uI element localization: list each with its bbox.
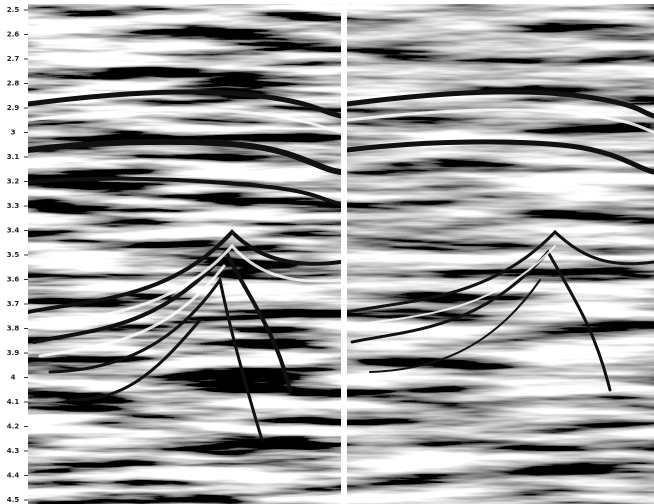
y-tick-label: 3.3 xyxy=(7,202,20,210)
y-tick-label: 4 xyxy=(11,374,16,382)
y-tick-label: 2.5 xyxy=(7,6,20,14)
y-tick-label: 3.8 xyxy=(7,325,20,333)
y-tick-label: 2.8 xyxy=(7,80,20,88)
y-tick-label: 3.2 xyxy=(7,178,20,186)
y-tick-label: 4.4 xyxy=(7,472,20,480)
y-tick-label: 3.9 xyxy=(7,349,20,357)
time-axis: 2.5 2.6 2.7 2.8 2.9 3 3.1 3.2 3.3 3.4 3.5 3.6 3.7 3.8… xyxy=(7,6,28,504)
y-tick-label: 3.7 xyxy=(7,300,20,308)
y-tick-label: 2.7 xyxy=(7,55,20,63)
y-tick-label: 4.3 xyxy=(7,447,20,455)
y-tick-label: 4.2 xyxy=(7,423,20,431)
seismic-panel-right xyxy=(347,4,654,504)
y-tick-label: 3.4 xyxy=(7,227,20,235)
y-tick-label: 4.5 xyxy=(7,496,20,504)
seismic-panel-left xyxy=(28,4,341,504)
y-tick-label: 2.9 xyxy=(7,104,20,112)
y-tick-label: 4.1 xyxy=(7,398,20,406)
y-tick-label: 2.6 xyxy=(7,31,20,39)
y-tick-label: 3 xyxy=(11,129,16,137)
y-tick-label: 3.5 xyxy=(7,251,20,259)
y-tick-label: 3.1 xyxy=(7,153,20,161)
y-tick-label: 3.6 xyxy=(7,276,20,284)
